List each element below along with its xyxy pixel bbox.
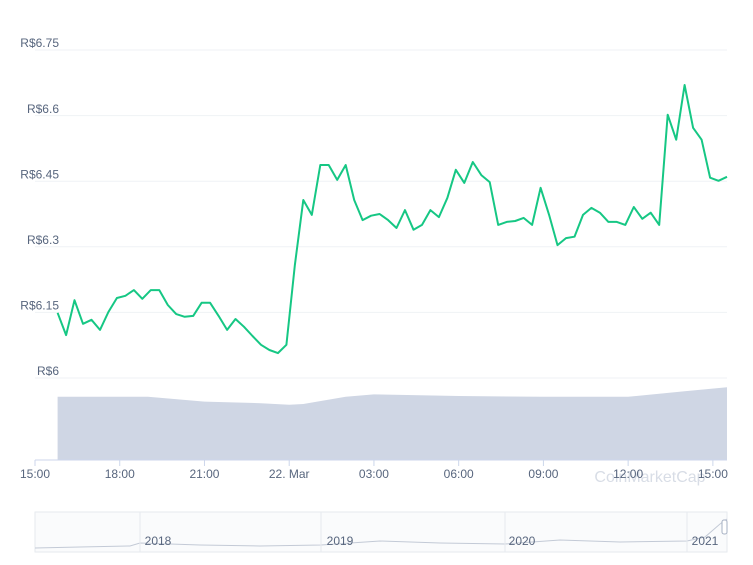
x-tick-label: 21:00 bbox=[189, 467, 219, 481]
x-tick-label: 12:00 bbox=[613, 467, 643, 481]
y-tick-label: R$6.6 bbox=[27, 102, 59, 116]
x-tick-label: 06:00 bbox=[444, 467, 474, 481]
navigator: 2018 2019 2020 2021 bbox=[34, 511, 728, 553]
navigator-label: 2019 bbox=[327, 534, 354, 548]
x-tick-label: 15:00 bbox=[20, 467, 50, 481]
navigator-label: 2018 bbox=[145, 534, 172, 548]
y-tick-label: R$6.3 bbox=[27, 233, 59, 247]
navigator-line bbox=[34, 518, 728, 549]
navigator-label: 2020 bbox=[509, 534, 536, 548]
volume-area bbox=[57, 387, 728, 460]
navigator-label: 2021 bbox=[692, 534, 719, 548]
navigator-frame bbox=[34, 511, 728, 553]
x-tick-label: 22. Mar bbox=[269, 467, 310, 481]
x-tick-label: 09:00 bbox=[528, 467, 558, 481]
price-line bbox=[56, 84, 728, 355]
y-tick-label: R$6 bbox=[37, 364, 59, 378]
y-tick-label: R$6.15 bbox=[20, 299, 59, 313]
watermark: CoinMarketCap bbox=[594, 469, 705, 486]
x-tick-label: 03:00 bbox=[359, 467, 389, 481]
navigator-handle[interactable] bbox=[721, 519, 728, 535]
x-tick-label: 15:00 bbox=[698, 467, 728, 481]
x-tick-label: 18:00 bbox=[105, 467, 135, 481]
y-tick-label: R$6.75 bbox=[20, 36, 59, 50]
y-tick-label: R$6.45 bbox=[20, 167, 59, 181]
